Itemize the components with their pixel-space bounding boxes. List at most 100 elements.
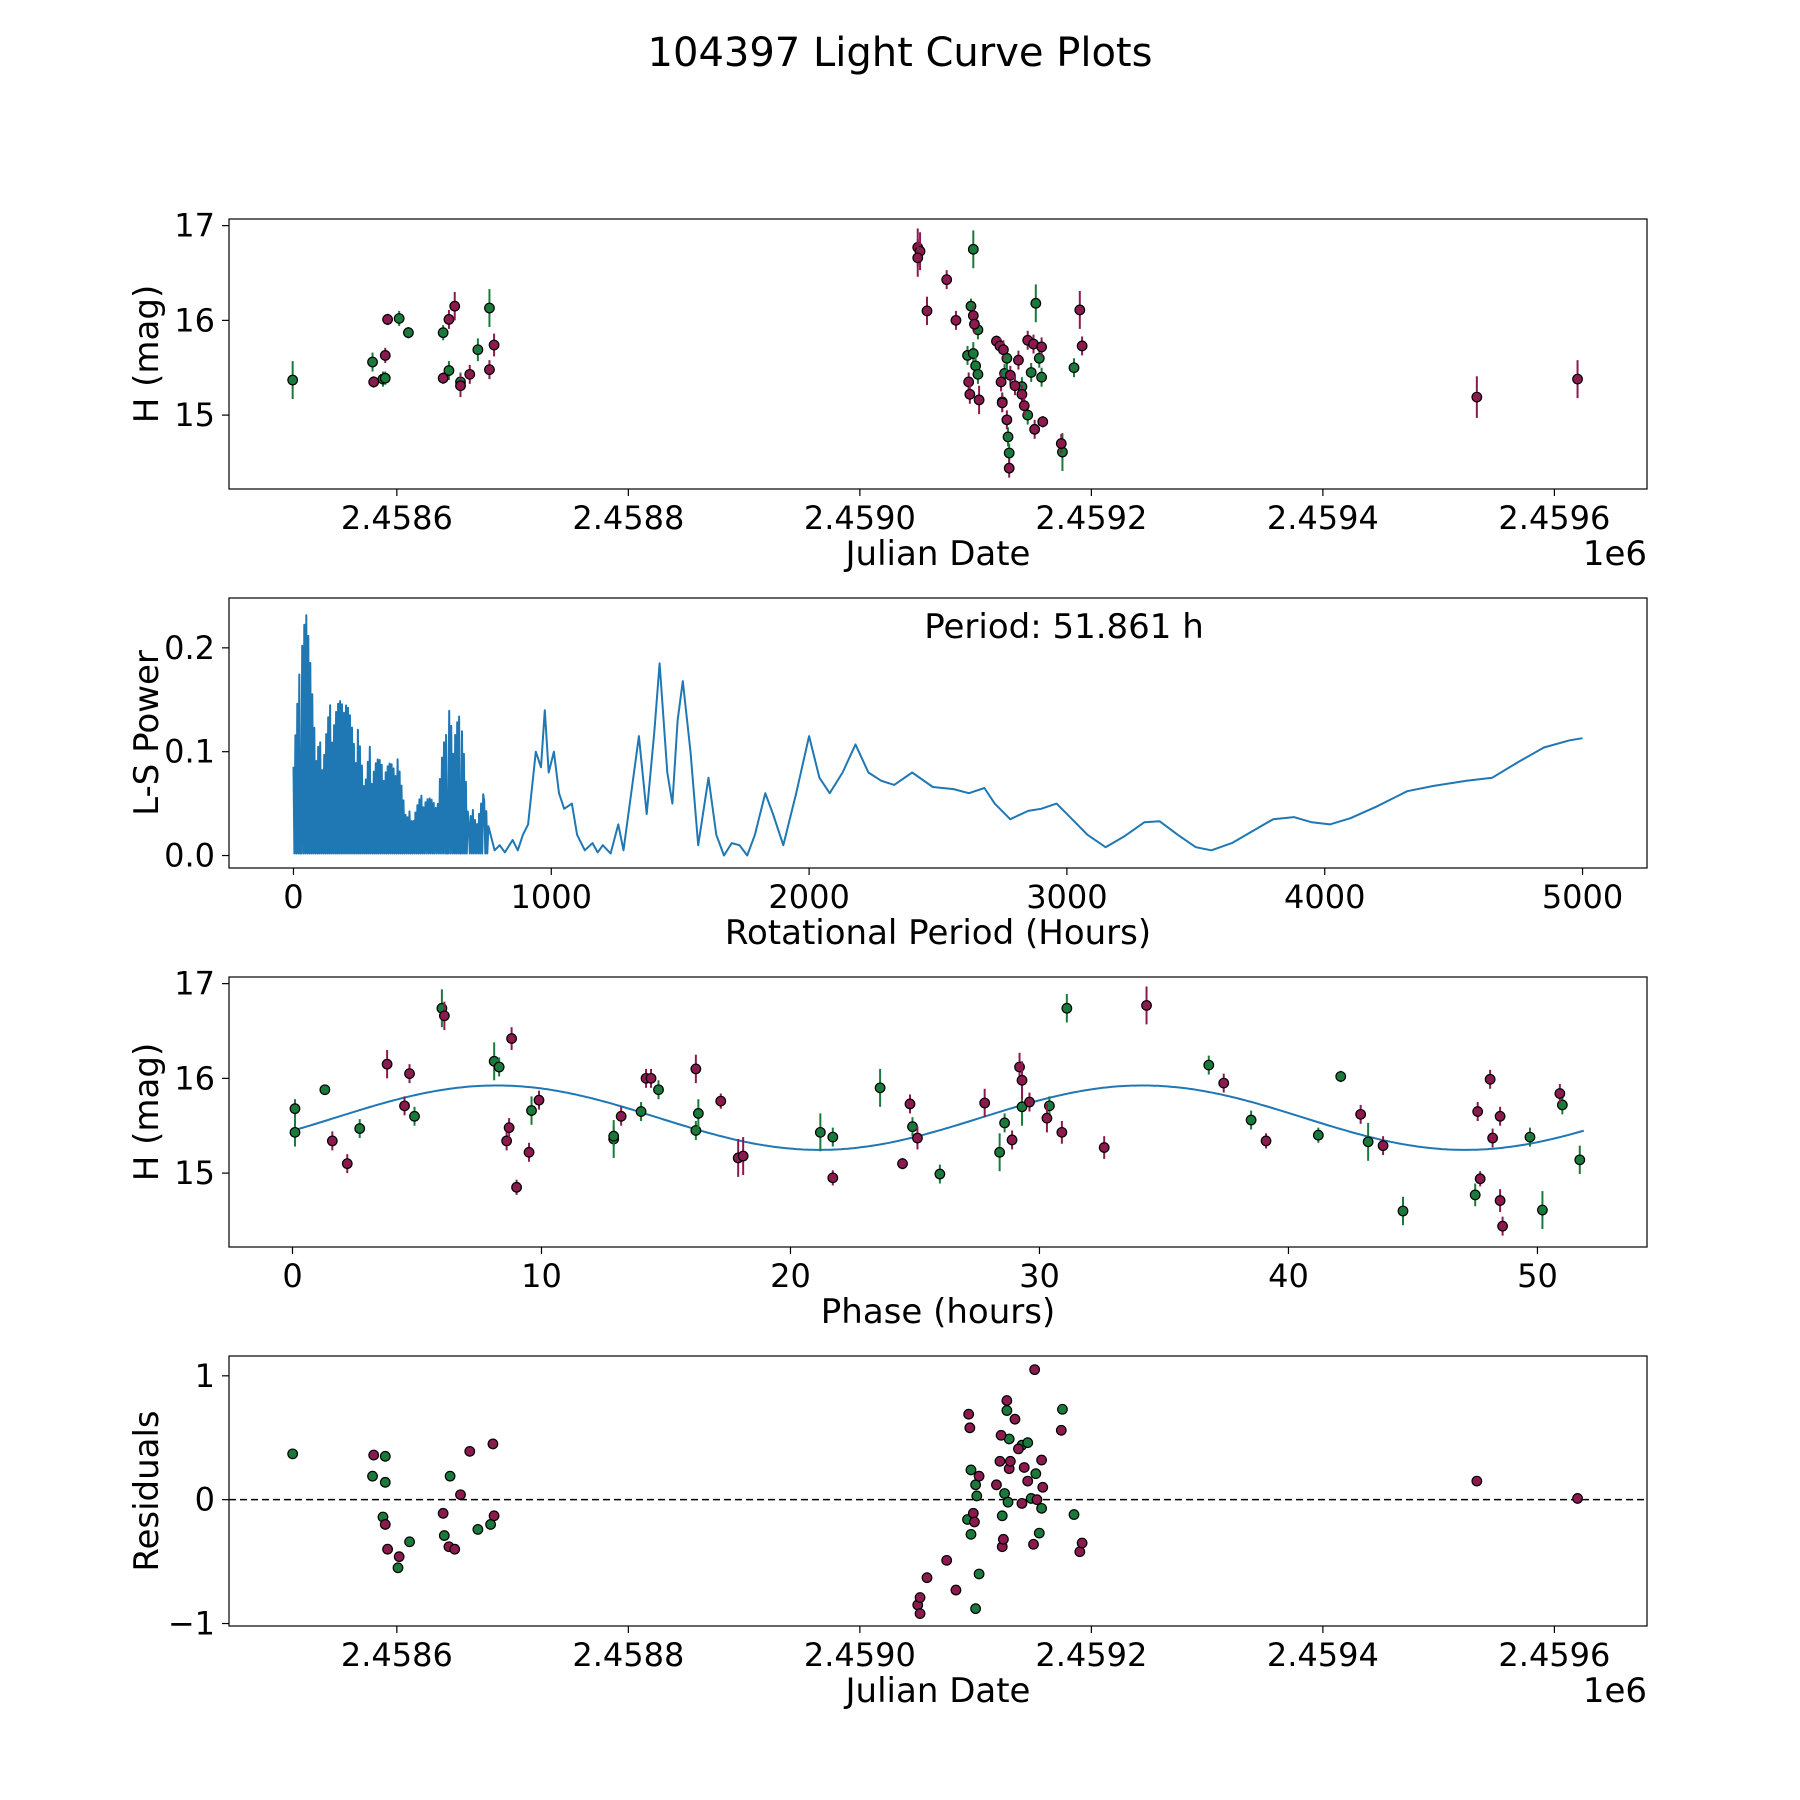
data-point-green <box>1312 1129 1324 1141</box>
plot-area <box>229 1364 1647 1620</box>
data-point-magenta <box>1377 1140 1389 1152</box>
data-point-magenta <box>1029 423 1041 435</box>
data-point-green <box>1335 1071 1347 1082</box>
x-tick-label: 0 <box>282 1257 302 1295</box>
data-point-green <box>1245 1114 1257 1126</box>
data-point-magenta <box>1006 1134 1018 1146</box>
data-point-magenta <box>1024 1096 1035 1108</box>
data-point-green <box>1022 409 1034 421</box>
panel-residuals: 2.4586 2.4588 2.4590 2.4592 2.4594 2.4596 −1 0 1… <box>127 1355 1648 1711</box>
data-point-magenta <box>1076 1537 1088 1549</box>
plot-area <box>287 228 1583 478</box>
data-point-magenta <box>1009 1413 1021 1425</box>
plot-area <box>289 986 1586 1236</box>
data-point-green <box>379 1476 391 1488</box>
data-point-green <box>1002 1496 1014 1508</box>
data-point-green <box>1574 1154 1586 1166</box>
data-point-green <box>354 1123 366 1134</box>
data-point-magenta <box>1016 1497 1028 1509</box>
data-point-magenta <box>381 1058 393 1070</box>
data-point-green <box>999 1117 1011 1129</box>
data-point-green <box>608 1130 620 1142</box>
y-tick-label: 15 <box>174 396 215 434</box>
data-point-magenta <box>488 1510 500 1522</box>
x-tick-label: 10 <box>521 1257 562 1295</box>
y-tick-label: 0.1 <box>164 733 215 771</box>
data-point-green <box>1469 1189 1481 1201</box>
periodogram-line <box>292 614 1583 857</box>
data-point-magenta <box>1013 354 1024 366</box>
data-point-magenta <box>998 344 1009 356</box>
data-point-magenta <box>963 1408 975 1420</box>
data-point-magenta <box>1355 1108 1367 1120</box>
data-point-magenta <box>464 1445 476 1457</box>
data-point-magenta <box>615 1110 627 1122</box>
data-point-magenta <box>1572 1493 1583 1504</box>
data-point-magenta <box>715 1095 727 1107</box>
data-point-magenta <box>1141 1000 1152 1011</box>
y-axis-label: H (mag) <box>127 1043 167 1181</box>
data-point-green <box>690 1125 702 1136</box>
data-point-green <box>934 1168 946 1180</box>
y-tick-label: 1 <box>195 1357 215 1395</box>
plot-frame <box>228 1355 1648 1627</box>
data-point-magenta <box>897 1158 908 1170</box>
data-point-green <box>965 1528 977 1540</box>
data-point-magenta <box>690 1063 702 1075</box>
data-point-magenta <box>964 388 976 400</box>
data-point-magenta <box>501 1135 513 1147</box>
x-axis-label: Rotational Period (Hours) <box>725 913 1151 953</box>
data-point-green <box>1057 1403 1068 1415</box>
data-point-magenta <box>973 1470 985 1482</box>
data-point-magenta <box>511 1181 522 1193</box>
y-axis-label: H (mag) <box>127 285 167 423</box>
data-point-magenta <box>950 314 962 326</box>
y-axis-label: L-S Power <box>127 650 167 816</box>
data-point-magenta <box>438 1010 450 1022</box>
data-point-magenta <box>484 364 495 376</box>
data-point-green <box>319 1084 331 1096</box>
data-point-magenta <box>1016 388 1028 400</box>
data-point-magenta <box>1055 1424 1067 1436</box>
data-point-magenta <box>1074 1546 1086 1558</box>
data-point-magenta <box>921 1572 933 1584</box>
data-point-magenta <box>393 1551 405 1563</box>
data-point-green <box>1362 1136 1374 1148</box>
x-tick-label: 2.4590 <box>804 499 916 537</box>
data-point-magenta <box>941 1554 953 1566</box>
data-point-green <box>1025 367 1037 378</box>
data-point-magenta <box>382 314 393 325</box>
data-point-magenta <box>1036 341 1048 353</box>
data-point-magenta <box>1001 1395 1013 1406</box>
data-point-magenta <box>1028 1538 1039 1550</box>
x-tick-label: 40 <box>1268 1257 1309 1295</box>
data-point-green <box>526 1105 537 1116</box>
data-point-green <box>1022 1437 1034 1449</box>
data-point-green <box>1537 1204 1548 1216</box>
plot-frame <box>228 976 1648 1248</box>
plot-frame <box>228 218 1648 490</box>
data-point-magenta <box>382 1543 393 1555</box>
data-point-green <box>970 1603 982 1615</box>
data-point-magenta <box>969 318 980 330</box>
data-point-magenta <box>1474 1173 1486 1185</box>
x-tick-label: 4000 <box>1284 878 1365 916</box>
data-point-green <box>409 1110 420 1122</box>
data-point-magenta <box>645 1072 657 1084</box>
data-point-green <box>653 1084 664 1096</box>
data-point-magenta <box>455 380 466 392</box>
data-point-green <box>287 374 299 386</box>
data-point-magenta <box>1471 391 1483 403</box>
data-point-magenta <box>449 1543 461 1555</box>
data-point-magenta <box>1098 1142 1110 1153</box>
data-point-green <box>493 1061 505 1073</box>
data-point-green <box>289 1103 301 1115</box>
data-point-magenta <box>1001 414 1013 426</box>
data-point-magenta <box>912 1132 923 1144</box>
data-point-magenta <box>1029 1364 1041 1376</box>
x-tick-label: 2.4592 <box>1035 1636 1147 1674</box>
data-point-magenta <box>488 339 500 351</box>
y-tick-label: 0.2 <box>164 629 215 667</box>
data-point-green <box>1030 1468 1042 1480</box>
data-point-green <box>971 1490 983 1502</box>
